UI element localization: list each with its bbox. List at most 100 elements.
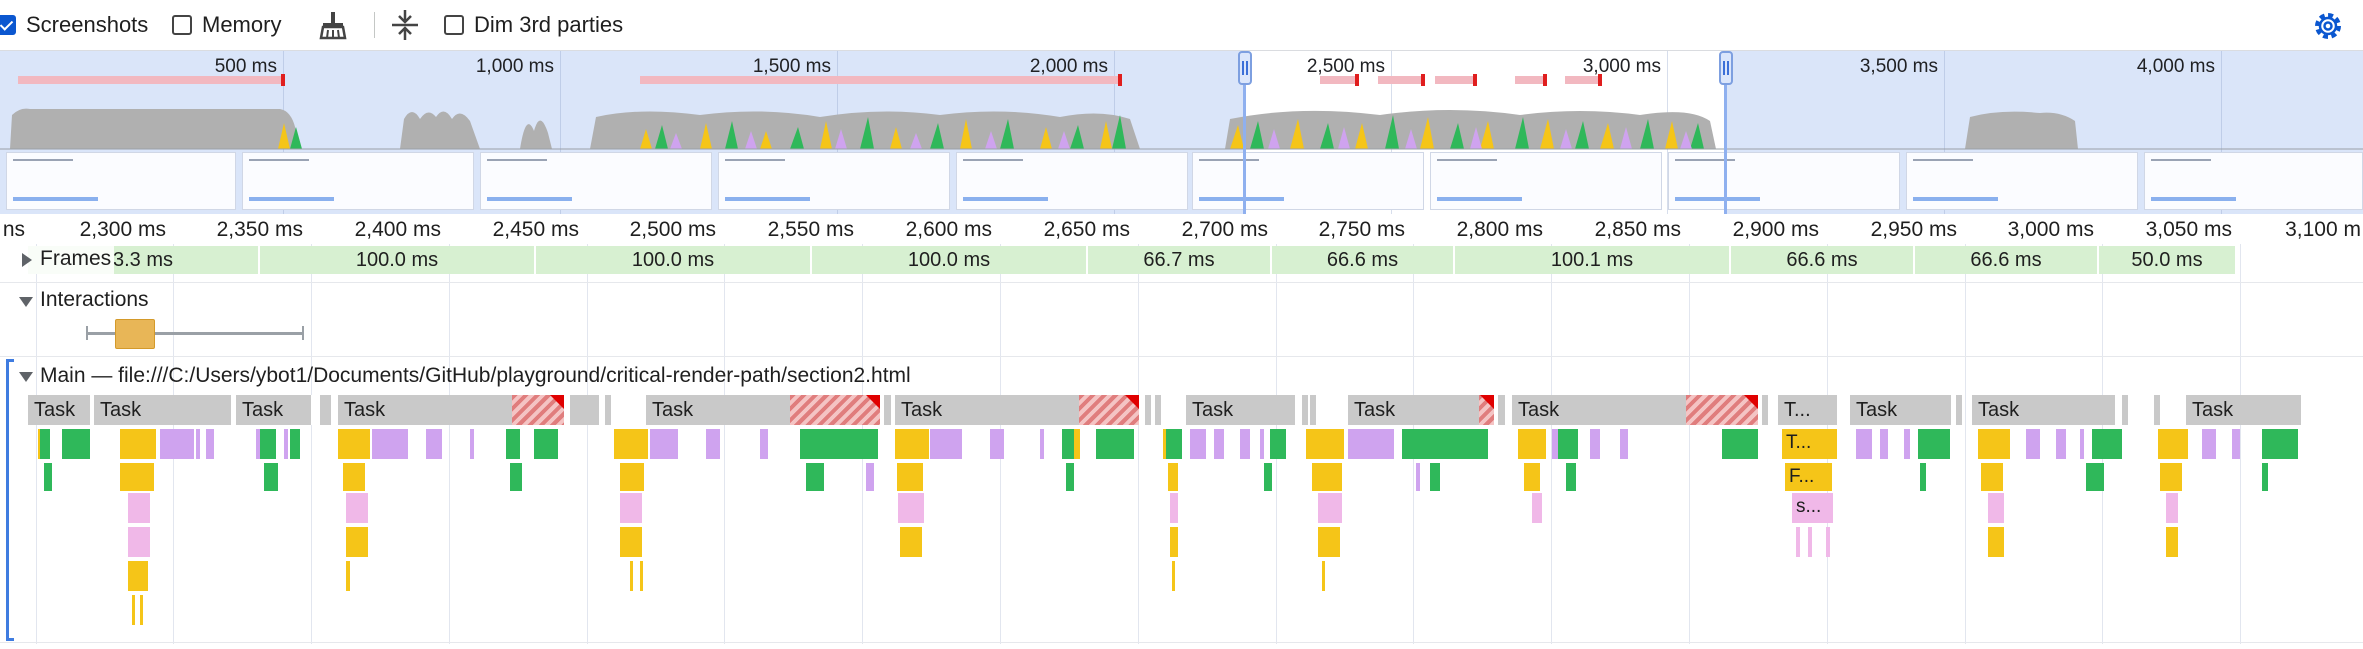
- frame-box[interactable]: 100.0 ms: [812, 246, 1088, 274]
- frame-box[interactable]: 50.0 ms: [2099, 246, 2237, 274]
- long-task-indicator[interactable]: [790, 395, 880, 425]
- gridline: [724, 244, 725, 644]
- overview-tick: 3,000 ms: [1582, 56, 1661, 77]
- dim-3rd-parties-checkbox-group[interactable]: Dim 3rd parties: [444, 0, 623, 50]
- memory-label[interactable]: Memory: [202, 12, 282, 37]
- screenshot-thumbnail[interactable]: [6, 152, 236, 210]
- task-block[interactable]: Task: [1972, 395, 2116, 425]
- long-task-indicator[interactable]: [512, 395, 564, 425]
- long-task-indicator[interactable]: [1479, 395, 1494, 425]
- task-block[interactable]: [1956, 395, 1963, 425]
- ruler-tick: 3,050 ms: [2145, 218, 2232, 241]
- ruler-tick: 2,700 ms: [1181, 218, 1268, 241]
- collapse-tracks-icon[interactable]: [388, 8, 422, 42]
- interaction-whisker: [86, 332, 304, 335]
- screenshot-thumbnail[interactable]: [1668, 152, 1900, 210]
- frame-box[interactable]: 66.7 ms: [1088, 246, 1272, 274]
- timeline-overview[interactable]: 500 ms 1,000 ms 1,500 ms 2,000 ms 2,500 …: [0, 51, 2363, 214]
- flame-chart-events[interactable]: [0, 427, 2363, 647]
- memory-checkbox-group[interactable]: Memory: [172, 0, 281, 50]
- ruler-tick: 3,000 ms: [2007, 218, 2094, 241]
- ruler-tick: ns: [2, 218, 25, 241]
- ruler-tick: 2,900 ms: [1732, 218, 1819, 241]
- frame-box[interactable]: 66.6 ms: [1915, 246, 2099, 274]
- task-block[interactable]: [605, 395, 612, 425]
- event-block[interactable]: T...: [1782, 429, 1838, 459]
- task-block[interactable]: Task: [2186, 395, 2302, 425]
- dim-3rd-parties-checkbox[interactable]: [444, 15, 464, 35]
- task-block[interactable]: [1155, 395, 1162, 425]
- task-block[interactable]: [884, 395, 892, 425]
- screenshots-checkbox-group[interactable]: Screenshots: [0, 0, 148, 50]
- gridline: [1551, 244, 1552, 644]
- performance-toolbar: Screenshots Memory Dim 3rd parties: [0, 0, 2363, 51]
- overview-tick: 500 ms: [214, 56, 277, 77]
- frame-box[interactable]: 100.0 ms: [260, 246, 536, 274]
- overview-tick: 1,500 ms: [752, 56, 831, 77]
- ruler-tick: 3,100 m: [2285, 218, 2361, 241]
- frame-box[interactable]: 66.6 ms: [1272, 246, 1455, 274]
- memory-checkbox[interactable]: [172, 15, 192, 35]
- cpu-activity-chart: [0, 74, 2363, 150]
- screenshot-thumbnail[interactable]: [1192, 152, 1424, 210]
- screenshot-thumbnail[interactable]: [1430, 152, 1662, 210]
- task-block[interactable]: Task: [1186, 395, 1296, 425]
- long-task-indicator[interactable]: [1079, 395, 1139, 425]
- event-block[interactable]: s...: [1792, 493, 1834, 523]
- screenshots-checkbox[interactable]: [0, 15, 16, 35]
- frames-track-label[interactable]: Frames: [40, 247, 112, 270]
- event-block[interactable]: F...: [1785, 463, 1833, 491]
- task-block[interactable]: Task: [94, 395, 232, 425]
- task-block[interactable]: [2154, 395, 2161, 425]
- task-block[interactable]: [1762, 395, 1769, 425]
- main-collapse-icon[interactable]: [19, 372, 33, 382]
- frame-box[interactable]: 100.1 ms: [1455, 246, 1731, 274]
- gridline: [449, 244, 450, 644]
- ruler-tick: 2,500 ms: [629, 218, 716, 241]
- interaction-event[interactable]: [115, 319, 155, 349]
- frame-box[interactable]: 100.0 ms: [536, 246, 812, 274]
- screenshot-thumbnail[interactable]: [1906, 152, 2138, 210]
- main-track-label[interactable]: Main — file:///C:/Users/ybot1/Documents/…: [40, 364, 911, 387]
- track-divider: [0, 642, 2363, 643]
- ruler-tick: 2,350 ms: [216, 218, 303, 241]
- interactions-collapse-icon[interactable]: [19, 297, 33, 307]
- frame-box[interactable]: 66.6 ms: [1731, 246, 1915, 274]
- ruler-tick: 2,850 ms: [1594, 218, 1681, 241]
- screenshot-thumbnail[interactable]: [242, 152, 474, 210]
- task-block[interactable]: [1310, 395, 1317, 425]
- selection-right-handle[interactable]: [1719, 51, 1733, 85]
- frames-expand-icon[interactable]: [22, 253, 32, 267]
- tracks-area[interactable]: 3.3 ms 100.0 ms 100.0 ms 100.0 ms 66.7 m…: [0, 244, 2363, 649]
- task-block[interactable]: [2122, 395, 2129, 425]
- broom-icon[interactable]: [316, 8, 350, 42]
- gridline: [587, 244, 588, 644]
- task-block[interactable]: [1145, 395, 1152, 425]
- gear-icon[interactable]: [2310, 8, 2346, 44]
- long-task-indicator[interactable]: [1686, 395, 1758, 425]
- overview-tick: 2,000 ms: [1029, 56, 1108, 77]
- task-block[interactable]: [1498, 395, 1506, 425]
- task-block[interactable]: Task: [1348, 395, 1486, 425]
- task-block[interactable]: Task: [236, 395, 312, 425]
- task-block[interactable]: [1302, 395, 1309, 425]
- screenshot-thumbnail[interactable]: [956, 152, 1188, 210]
- dim-3rd-parties-label[interactable]: Dim 3rd parties: [474, 12, 624, 37]
- task-block[interactable]: [570, 395, 600, 425]
- screenshot-thumbnail[interactable]: [480, 152, 712, 210]
- task-block[interactable]: Task: [28, 395, 91, 425]
- screenshot-thumbnail[interactable]: [2144, 152, 2363, 210]
- interactions-track-label[interactable]: Interactions: [40, 288, 149, 311]
- ruler-tick: 2,400 ms: [354, 218, 441, 241]
- ruler-tick: 2,550 ms: [767, 218, 854, 241]
- screenshot-thumbnail[interactable]: [718, 152, 950, 210]
- toolbar-separator: [374, 12, 375, 38]
- track-divider: [0, 356, 2363, 357]
- task-block[interactable]: Task: [1850, 395, 1952, 425]
- task-block[interactable]: T...: [1778, 395, 1838, 425]
- screenshots-label[interactable]: Screenshots: [26, 12, 149, 37]
- selection-right-line: [1724, 51, 1727, 214]
- task-block[interactable]: [320, 395, 332, 425]
- gridline: [2240, 244, 2241, 644]
- selection-left-handle[interactable]: [1238, 51, 1252, 85]
